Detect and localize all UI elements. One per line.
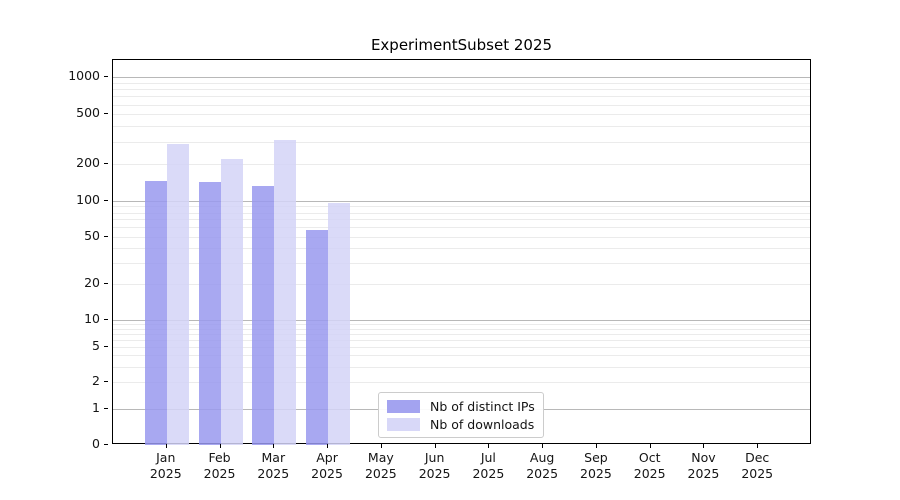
gridline-2 [113,382,810,384]
y-tick-mark [104,113,108,115]
gridline-60 [113,227,810,229]
plot-area [112,59,811,445]
bar-nb-of-downloads-jan [166,143,189,445]
x-tick-label-jun: Jun 2025 [418,450,451,481]
y-tick-label-100: 100 [76,192,100,207]
x-tick-mark [757,444,759,448]
x-tick-label-aug: Aug 2025 [526,450,559,481]
x-tick-mark [434,444,436,448]
bar-nb-of-downloads-mar [274,140,297,445]
gridline-6 [113,339,810,341]
y-tick-mark [104,381,108,383]
y-tick-label-200: 200 [76,154,100,170]
x-tick-mark [488,444,490,448]
legend-row: Nb of distinct IPs [387,398,535,416]
x-tick-label-nov: Nov 2025 [687,450,720,481]
x-tick-label-jul: Jul 2025 [472,450,505,481]
gridline-900 [113,82,810,84]
x-tick-label-dec: Dec 2025 [741,450,774,481]
legend-swatch [387,400,420,414]
x-tick-label-oct: Oct 2025 [633,450,666,481]
chart-title: ExperimentSubset 2025 [370,36,553,54]
legend: Nb of distinct IPs Nb of downloads [378,392,544,438]
y-tick-mark [104,283,108,285]
y-tick-label-500: 500 [76,105,100,121]
y-tick-mark [104,200,108,201]
gridline-80 [113,212,810,214]
gridline-200 [113,163,810,165]
gridline-70 [113,219,810,221]
gridline-90 [113,206,810,208]
bar-nb-of-downloads-apr [328,202,351,445]
gridline-1000 [113,77,810,78]
gridline-400 [113,126,810,128]
x-tick-mark [219,444,221,448]
x-tick-label-sep: Sep 2025 [580,450,612,481]
bar-nb-of-distinct-ips-apr [306,230,329,445]
y-tick-mark [104,444,108,445]
y-tick-label-1: 1 [92,400,100,415]
y-tick-mark [104,235,108,237]
y-tick-mark [104,408,108,409]
gridline-500 [113,114,810,116]
y-tick-label-50: 50 [84,227,100,243]
y-tick-mark [104,319,108,320]
y-tick-label-2: 2 [92,373,100,389]
gridline-3 [113,366,810,368]
gridline-700 [113,96,810,98]
x-tick-label-apr: Apr 2025 [311,450,343,481]
y-tick-label-5: 5 [92,337,100,353]
bar-nb-of-distinct-ips-mar [252,186,275,445]
legend-label: Nb of distinct IPs [430,399,535,415]
x-tick-label-jan: Jan 2025 [149,450,182,481]
y-tick-label-10: 10 [84,311,100,326]
y-tick-label-0: 0 [92,436,100,451]
gridline-40 [113,248,810,250]
gridline-600 [113,104,810,106]
y-tick-label-1000: 1000 [68,68,100,83]
x-tick-label-mar: Mar 2025 [257,450,290,481]
legend-label: Nb of downloads [430,416,535,432]
x-tick-mark [703,444,705,448]
gridline-20 [113,284,810,286]
x-tick-mark [327,444,329,448]
gridline-10 [113,320,810,321]
gridline-30 [113,263,810,265]
x-tick-label-feb: Feb 2025 [203,450,236,481]
x-tick-mark [542,444,544,448]
x-tick-mark [273,444,275,448]
y-tick-mark [104,345,108,347]
gridline-800 [113,89,810,91]
x-tick-mark [165,444,167,448]
x-tick-label-may: May 2025 [364,450,397,481]
legend-row: Nb of downloads [387,416,535,434]
y-tick-mark [104,76,108,77]
bar-nb-of-downloads-feb [220,159,243,445]
gridline-8 [113,328,810,330]
x-tick-mark [649,444,651,448]
legend-swatch [387,417,420,431]
gridline-100 [113,201,810,202]
gridline-7 [113,333,810,335]
y-tick-mark [104,162,108,164]
gridline-9 [113,324,810,326]
x-tick-mark [595,444,597,448]
bar-nb-of-distinct-ips-jan [144,180,167,445]
x-tick-mark [380,444,382,448]
y-tick-label-20: 20 [84,275,100,291]
gridline-5 [113,346,810,348]
gridline-50 [113,236,810,238]
gridline-300 [113,141,810,143]
bar-nb-of-distinct-ips-feb [198,182,221,445]
gridline-4 [113,355,810,357]
